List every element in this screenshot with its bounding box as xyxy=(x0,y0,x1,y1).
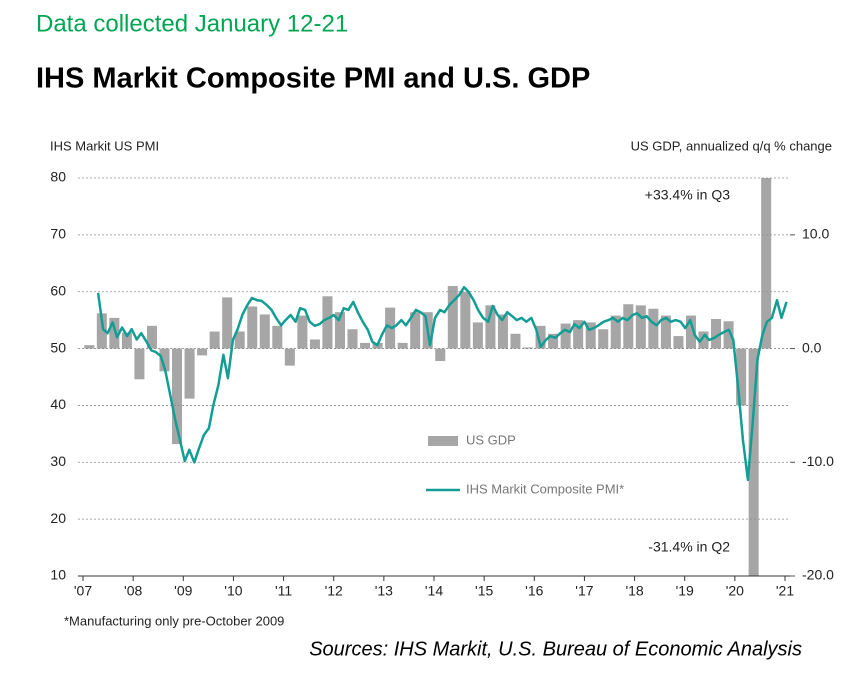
bar xyxy=(184,348,195,399)
y-tick-label: 80 xyxy=(50,169,66,185)
x-tick-label: '21 xyxy=(776,583,794,599)
bar xyxy=(761,178,772,349)
bar xyxy=(585,322,596,349)
bar xyxy=(209,331,220,349)
bar xyxy=(711,319,722,349)
x-tick-label: '09 xyxy=(174,583,192,599)
bar xyxy=(623,304,634,349)
bar xyxy=(146,325,157,349)
x-tick-label: '08 xyxy=(124,583,142,599)
bar xyxy=(673,336,684,349)
bar xyxy=(121,332,132,349)
bar xyxy=(648,308,659,349)
bar xyxy=(397,342,408,349)
x-tick-label: '13 xyxy=(375,583,393,599)
bar xyxy=(222,297,233,349)
bar xyxy=(723,321,734,349)
bar xyxy=(234,331,245,349)
y2-tick-label: -10.0 xyxy=(802,453,834,469)
bar xyxy=(560,323,571,349)
bar xyxy=(96,313,107,349)
y2-tick-label: 0.0 xyxy=(802,339,822,355)
footnote: *Manufacturing only pre-October 2009 xyxy=(64,613,284,628)
x-tick-label: '07 xyxy=(74,583,92,599)
bar xyxy=(259,314,270,349)
x-tick-label: '17 xyxy=(575,583,593,599)
x-tick-label: '12 xyxy=(325,583,343,599)
bar xyxy=(347,329,358,349)
bar xyxy=(573,320,584,349)
bar xyxy=(660,315,671,349)
bar xyxy=(247,306,258,349)
bar xyxy=(598,329,609,349)
x-tick-label: '15 xyxy=(475,583,493,599)
bar xyxy=(309,339,320,349)
x-tick-label: '19 xyxy=(676,583,694,599)
bar xyxy=(748,348,759,576)
y2-axis-label: US GDP, annualized q/q % change xyxy=(631,138,832,153)
bar xyxy=(410,312,421,349)
bar xyxy=(322,296,333,349)
bar xyxy=(360,342,371,349)
x-tick-label: '20 xyxy=(726,583,744,599)
chart-title: IHS Markit Composite PMI and U.S. GDP xyxy=(36,63,590,95)
legend-label: US GDP xyxy=(466,432,516,447)
legend-label: IHS Markit Composite PMI* xyxy=(466,481,624,496)
y2-tick-label: 10.0 xyxy=(802,226,829,242)
bar xyxy=(736,348,747,406)
annotation: -31.4% in Q2 xyxy=(648,539,730,555)
bar xyxy=(610,315,621,349)
bar xyxy=(435,348,446,362)
bar xyxy=(523,347,534,349)
bar xyxy=(635,305,646,349)
bar-layer xyxy=(84,178,772,576)
bar xyxy=(510,333,521,349)
bar xyxy=(535,325,546,349)
bar xyxy=(284,348,295,366)
subtitle: Data collected January 12-21 xyxy=(36,10,348,37)
legend-swatch xyxy=(428,436,458,446)
x-tick-label: '14 xyxy=(425,583,443,599)
bar xyxy=(272,325,283,349)
y-tick-label: 40 xyxy=(50,396,66,412)
x-tick-label: '18 xyxy=(625,583,643,599)
bar xyxy=(297,315,308,349)
bar xyxy=(548,333,559,349)
bar xyxy=(84,345,95,349)
bar xyxy=(172,348,183,445)
bar xyxy=(159,348,170,372)
bar xyxy=(197,348,208,356)
pmi-line xyxy=(96,285,788,482)
bar xyxy=(334,312,345,349)
y-axis-label: IHS Markit US PMI xyxy=(50,138,159,153)
x-tick-label: '16 xyxy=(525,583,543,599)
y-tick-label: 50 xyxy=(50,339,66,355)
y-tick-label: 10 xyxy=(50,567,66,583)
bar xyxy=(685,315,696,349)
y-tick-label: 30 xyxy=(50,453,66,469)
bar xyxy=(447,286,458,349)
bar xyxy=(109,317,120,349)
x-tick-label: '10 xyxy=(224,583,242,599)
y-tick-label: 20 xyxy=(50,510,66,526)
bar xyxy=(134,348,145,380)
annotation: +33.4% in Q3 xyxy=(645,187,730,203)
y-tick-label: 70 xyxy=(50,226,66,242)
bar xyxy=(485,305,496,349)
bar xyxy=(472,322,483,349)
bar xyxy=(460,291,471,349)
x-tick-label: '11 xyxy=(275,583,292,599)
bar xyxy=(497,314,508,349)
source: Sources: IHS Markit, U.S. Bureau of Econ… xyxy=(309,638,802,660)
y-tick-label: 60 xyxy=(50,282,66,298)
y2-tick-label: -20.0 xyxy=(802,567,834,583)
bar xyxy=(698,331,709,349)
